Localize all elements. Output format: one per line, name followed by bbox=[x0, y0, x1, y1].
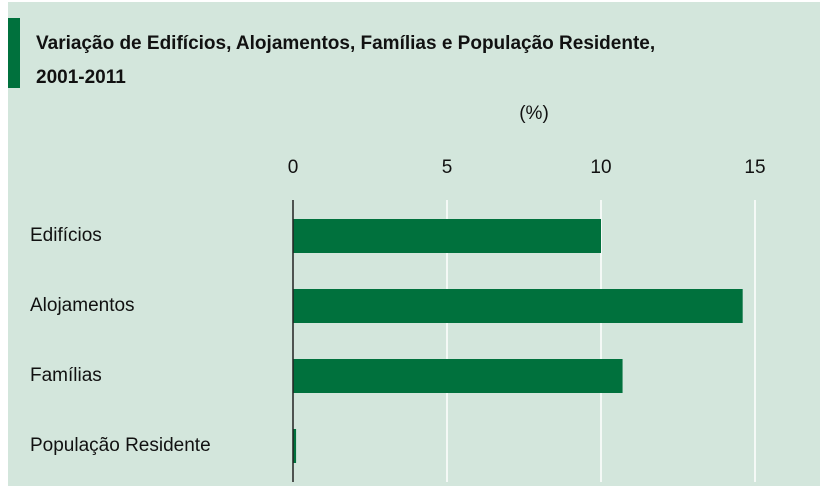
x-tick-label: 5 bbox=[442, 157, 453, 178]
x-tick-label: 0 bbox=[288, 157, 299, 178]
x-tick-label: 15 bbox=[744, 157, 765, 178]
bar bbox=[293, 219, 601, 253]
bar bbox=[293, 429, 297, 463]
y-tick-label: Alojamentos bbox=[30, 295, 135, 316]
chart-subtitle: 2001-2011 bbox=[36, 67, 126, 88]
bar bbox=[293, 289, 743, 323]
x-tick-label: 10 bbox=[590, 157, 611, 178]
y-tick-label: População Residente bbox=[30, 435, 211, 456]
chart-title: Variação de Edifícios, Alojamentos, Famí… bbox=[36, 33, 655, 54]
y-tick-label: Famílias bbox=[30, 365, 102, 386]
title-accent bbox=[8, 18, 20, 88]
bar bbox=[293, 359, 623, 393]
x-axis-label: (%) bbox=[519, 103, 549, 124]
y-tick-label: Edifícios bbox=[30, 225, 102, 246]
